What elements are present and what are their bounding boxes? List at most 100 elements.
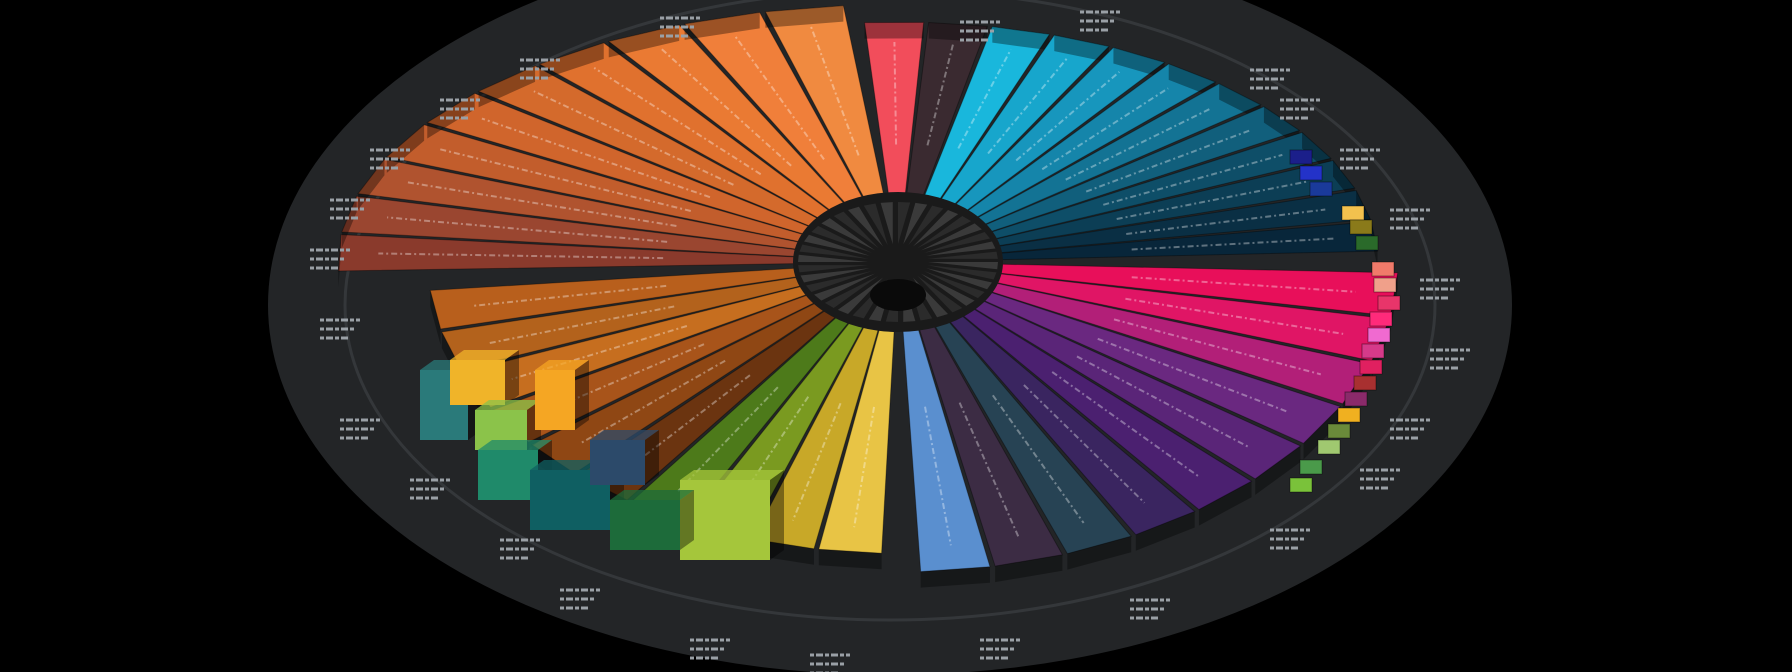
segment-text-strokes (473, 284, 667, 307)
block-top (535, 360, 589, 370)
segment-text-strokes (1041, 87, 1169, 171)
segment-side-face (920, 566, 990, 588)
color-swatch (1344, 391, 1368, 407)
segment-text-strokes (677, 386, 779, 492)
segment-text-strokes (1023, 384, 1146, 504)
segment-side-face (765, 5, 844, 28)
hub-ray (920, 223, 982, 251)
block-front (610, 500, 680, 550)
segment-text-strokes (1085, 129, 1251, 193)
block-top (475, 400, 541, 410)
hub-ray (814, 273, 876, 301)
hub-ray (913, 210, 959, 247)
segment-text-strokes (1125, 297, 1344, 335)
segment-text-strokes (378, 252, 664, 260)
segment-side-face (539, 42, 604, 81)
segment-side-face (1168, 63, 1216, 98)
color-swatch (1299, 165, 1323, 181)
color-swatch (1373, 277, 1397, 293)
block-stack (420, 350, 784, 560)
segment-side-face (1198, 481, 1252, 526)
segment-text-strokes (958, 402, 1020, 538)
color-swatch (1341, 205, 1365, 221)
segment-text-strokes (1097, 337, 1290, 414)
segment-text-strokes (926, 43, 955, 146)
hub-ray (824, 275, 879, 308)
block-front (478, 450, 538, 500)
segment-text-strokes (660, 48, 792, 167)
segment-text-strokes (1015, 71, 1120, 162)
block-top (590, 430, 659, 440)
hub-ray (917, 216, 972, 249)
color-swatch (1355, 235, 1379, 251)
hub-ray (798, 254, 868, 262)
segment-side-face (478, 65, 536, 108)
segment-text-strokes (992, 394, 1085, 524)
hub-ray (805, 271, 873, 292)
hub-ray (800, 268, 870, 283)
segment-text-strokes (511, 325, 688, 381)
segment-text-strokes (1116, 180, 1308, 220)
block-side (770, 470, 784, 560)
segment-side-face (992, 26, 1050, 51)
hub-ray (908, 205, 944, 246)
color-swatch (1289, 477, 1313, 493)
hub-ray (927, 265, 997, 280)
block-side (680, 490, 694, 550)
block-top (610, 490, 694, 500)
segment-side-face (1255, 445, 1301, 495)
block-top (478, 440, 552, 450)
hub-ray (923, 271, 985, 299)
segment-text-strokes (957, 48, 1012, 149)
segment-side-face (1219, 83, 1261, 121)
hub-rays (798, 202, 998, 322)
hub-ray (903, 202, 928, 245)
block-top (450, 350, 519, 360)
color-swatch (1309, 181, 1333, 197)
hub-ray (833, 211, 879, 249)
segment-side-face (1054, 35, 1109, 63)
segment-side-face (386, 124, 425, 173)
block-front (680, 480, 770, 560)
segment-text-strokes (439, 148, 692, 212)
segment-text-strokes (626, 374, 751, 470)
segment-side-face (928, 22, 988, 43)
segment-side-face (358, 159, 385, 210)
block-front (590, 440, 645, 485)
color-swatch (1289, 149, 1313, 165)
segment-side-face (608, 24, 680, 58)
swatch-column (1289, 149, 1401, 493)
segment-text-strokes (488, 305, 675, 345)
segment-text-strokes (1051, 371, 1201, 479)
segment-text-strokes (1103, 153, 1283, 206)
color-swatch (1361, 343, 1385, 359)
segment-text-strokes (1065, 106, 1213, 181)
color-swatch (1337, 407, 1361, 423)
hub-ray (927, 251, 998, 259)
hub-ray (926, 241, 996, 256)
segment-side-face (338, 234, 342, 287)
segment-text-strokes (387, 216, 668, 243)
color-swatch (1327, 423, 1351, 439)
hub-ray (798, 265, 869, 273)
hub-ray (821, 218, 876, 251)
color-swatch (1317, 439, 1341, 455)
segment-text-strokes (924, 406, 952, 546)
segment-text-strokes (407, 181, 677, 227)
hub-ray (863, 203, 888, 246)
segment-side-face (684, 12, 760, 40)
color-swatch (1349, 219, 1373, 235)
hub-ray (920, 273, 975, 306)
segment-side-face (995, 554, 1063, 583)
segment-text-strokes (1131, 276, 1356, 293)
illegible-labels (310, 10, 1470, 672)
hub-ray (898, 202, 911, 244)
color-swatch (1359, 359, 1383, 375)
segment-side-face (1113, 47, 1165, 79)
segment-text-strokes (1113, 318, 1322, 376)
disk-rim (343, 0, 1437, 622)
color-swatch (1299, 459, 1323, 475)
segment-text-strokes (987, 58, 1068, 155)
color-swatch (1371, 261, 1395, 277)
hub-ray (923, 232, 991, 253)
